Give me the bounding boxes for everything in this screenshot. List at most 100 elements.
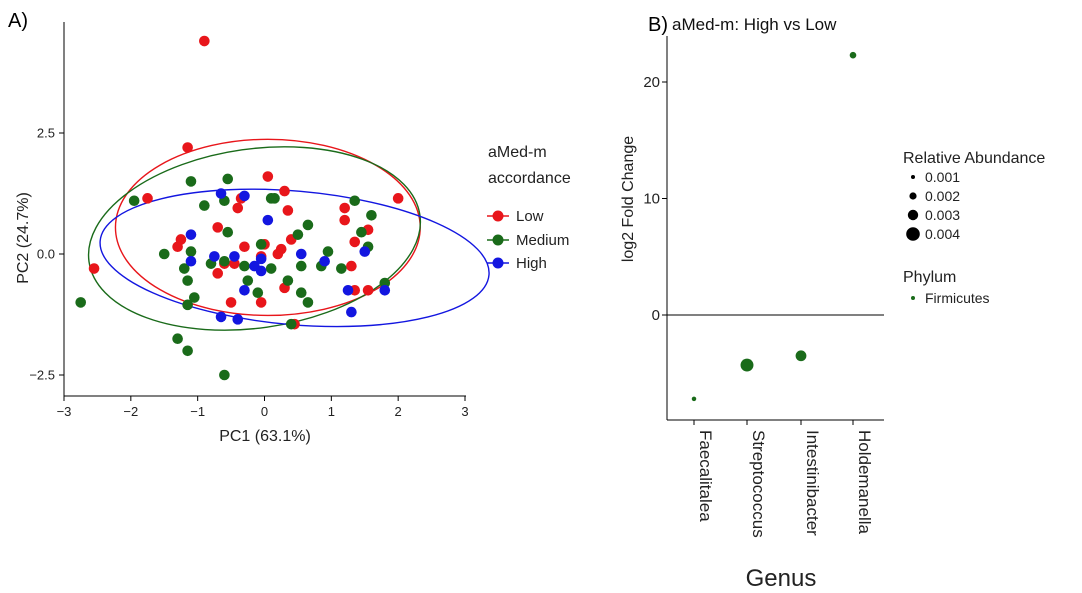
phylum-legend-title: Phylum (903, 269, 956, 286)
fc-y-tick-label: 10 (643, 191, 660, 208)
point-high (215, 311, 227, 323)
point-high (209, 251, 220, 262)
point-low (392, 193, 404, 204)
point-medium (222, 226, 234, 238)
point-medium (185, 176, 197, 187)
point-medium (302, 297, 314, 308)
point-medium (158, 248, 170, 260)
point-high (359, 246, 371, 257)
point-medium (292, 229, 304, 240)
point-medium (295, 260, 307, 272)
point-low (282, 205, 294, 216)
x-tick-label: −2 (123, 404, 138, 419)
point-medium (219, 255, 230, 267)
size-legend-label: 0.004 (925, 226, 960, 242)
point-medium (128, 195, 140, 207)
point-high (229, 251, 240, 262)
point-high (232, 314, 244, 325)
point-medium (295, 287, 307, 299)
fold-change-legend: Relative Abundance 0.0010.0020.0030.004 … (903, 150, 1045, 306)
ellipse-medium (87, 146, 422, 331)
fc-points (691, 51, 857, 402)
pca-plot: −3 −2 −1 0 1 2 3 −2.5 0.0 2.5 (29, 22, 490, 419)
point-medium (252, 287, 264, 299)
point-high (239, 190, 250, 202)
panel-a-label: A) (8, 10, 28, 32)
point-low (199, 35, 210, 47)
point-low (362, 285, 374, 296)
size-legend-items: 0.001 0.002 0.003 0.004 (906, 169, 960, 242)
fold-change-title: aMed-m: High vs Low (672, 15, 837, 34)
legend-item-medium: Medium (487, 232, 569, 249)
point-low (182, 142, 193, 153)
point-medium (75, 297, 87, 308)
genus-label-holdemanella: Holdemanella (855, 430, 874, 534)
point-medium (336, 263, 347, 274)
fold-change-plot: 0 10 20 Faecalitalea Streptococcus Intestini… (643, 36, 884, 538)
legend-low-marker (492, 210, 504, 222)
point-medium (199, 200, 210, 211)
fc-point-streptococcus (740, 358, 754, 372)
point-high (215, 188, 227, 199)
legend-medium-label: Medium (516, 232, 569, 249)
point-medium (172, 333, 183, 345)
y-tick-label: 2.5 (37, 126, 55, 141)
fc-x-ticks: Faecalitalea Streptococcus Intestinibacter… (693, 420, 874, 538)
point-high (239, 285, 250, 296)
point-medium (185, 246, 197, 257)
point-medium (222, 173, 234, 185)
ellipse-high (99, 188, 490, 328)
point-high (255, 265, 267, 277)
legend-medium-marker (492, 234, 504, 246)
pca-legend: aMed-m accordance Low Medium High (487, 144, 571, 272)
point-medium (302, 219, 314, 231)
legend-item-firmicutes: Firmicutes (911, 290, 990, 306)
pca-ellipses (87, 138, 490, 331)
fc-point-faecalitalea (691, 396, 697, 402)
point-medium (285, 318, 297, 330)
point-medium (189, 292, 200, 303)
point-medium (182, 345, 193, 357)
size-legend-label: 0.003 (925, 207, 960, 223)
point-medium (239, 260, 250, 272)
point-low (232, 202, 244, 214)
genus-label-streptococcus: Streptococcus (749, 430, 768, 538)
size-legend-marker (909, 192, 917, 200)
point-medium (182, 275, 193, 286)
panel-b-label: B) (648, 14, 668, 36)
fc-y-ticks: 0 10 20 (643, 74, 667, 324)
genus-label-intestinibacter: Intestinibacter (803, 430, 822, 536)
point-medium (269, 193, 280, 204)
point-low (346, 260, 357, 272)
point-medium (179, 263, 190, 274)
legend-high-label: High (516, 255, 547, 272)
pca-legend-title-line2: accordance (488, 170, 571, 187)
point-low (142, 193, 153, 204)
point-high (319, 255, 330, 267)
size-legend-label: 0.001 (925, 169, 960, 185)
point-low (349, 236, 361, 248)
genus-label-faecalitalea: Faecalitalea (696, 430, 715, 522)
point-high (262, 214, 274, 226)
point-high (295, 248, 307, 260)
pca-legend-title-line1: aMed-m (488, 144, 547, 161)
point-medium (322, 246, 334, 257)
x-tick-label: 3 (461, 404, 468, 419)
x-tick-label: −3 (57, 404, 72, 419)
point-low (225, 297, 237, 308)
legend-item-low: Low (487, 208, 544, 225)
fc-x-axis-title: Genus (746, 565, 817, 592)
point-medium (379, 277, 391, 289)
point-high (342, 285, 354, 296)
point-medium (219, 369, 230, 381)
x-tick-label: 0 (261, 404, 268, 419)
x-tick-label: 2 (395, 404, 402, 419)
point-high (379, 285, 391, 296)
x-tick-label: 1 (328, 404, 335, 419)
size-legend-marker (907, 209, 919, 221)
size-legend-label: 0.002 (925, 188, 960, 204)
point-low (279, 185, 290, 197)
legend-firmicutes-label: Firmicutes (925, 290, 990, 306)
y-tick-label: 0.0 (37, 247, 55, 262)
